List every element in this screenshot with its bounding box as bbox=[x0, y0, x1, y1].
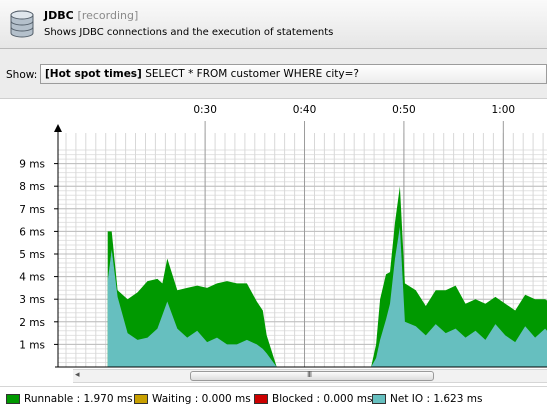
show-label: Show: bbox=[6, 69, 38, 81]
recording-status: [recording] bbox=[77, 9, 139, 22]
scroll-grip-icon: III bbox=[307, 370, 312, 379]
hot-spot-mode: [Hot spot times] bbox=[45, 68, 142, 80]
y-tick-label: 4 ms bbox=[19, 272, 45, 284]
y-tick-label: 6 ms bbox=[19, 226, 45, 238]
legend-waiting: Waiting : 0.000 ms bbox=[134, 393, 251, 405]
show-bar: Show: [Hot spot times] SELECT * FROM cus… bbox=[0, 49, 547, 99]
legend: Runnable : 1.970 ms Waiting : 0.000 ms B… bbox=[0, 386, 547, 418]
x-tick-label: 0:50 bbox=[392, 104, 416, 116]
y-axis-ticks: 1 ms 2 ms 3 ms 4 ms 5 ms 6 ms 7 ms 8 ms 9 ms bbox=[19, 159, 58, 351]
scroll-left-arrow-icon[interactable]: ◂ bbox=[75, 370, 80, 380]
legend-blocked: Blocked : 0.000 ms bbox=[254, 393, 372, 405]
runnable-area bbox=[371, 186, 547, 367]
legend-net-io-swatch bbox=[372, 394, 386, 404]
y-axis-arrow-icon bbox=[54, 124, 62, 132]
legend-runnable-text: Runnable : 1.970 ms bbox=[24, 393, 133, 405]
net-io-area bbox=[107, 249, 277, 367]
y-tick-label: 7 ms bbox=[19, 204, 45, 216]
legend-runnable-swatch bbox=[6, 394, 20, 404]
legend-blocked-text: Blocked : 0.000 ms bbox=[272, 393, 373, 405]
chart-axes bbox=[54, 124, 547, 368]
legend-net-io: Net IO : 1.623 ms bbox=[372, 393, 482, 405]
net-io-area bbox=[371, 226, 547, 367]
y-tick-label: 9 ms bbox=[19, 159, 45, 171]
database-icon bbox=[10, 10, 34, 38]
y-tick-label: 2 ms bbox=[19, 317, 45, 329]
legend-waiting-text: Waiting : 0.000 ms bbox=[152, 393, 251, 405]
y-tick-label: 5 ms bbox=[19, 249, 45, 261]
x-tick-label: 0:40 bbox=[293, 104, 317, 116]
view-description: Shows JDBC connections and the execution… bbox=[44, 27, 334, 38]
legend-net-io-text: Net IO : 1.623 ms bbox=[390, 393, 483, 405]
horizontal-scrollbar[interactable]: ◂ III bbox=[73, 369, 547, 383]
x-tick-label: 1:00 bbox=[492, 104, 516, 116]
y-tick-label: 1 ms bbox=[19, 339, 45, 351]
legend-waiting-swatch bbox=[134, 394, 148, 404]
x-axis-ticks: 0:300:400:501:001: bbox=[193, 104, 516, 116]
telemetry-chart: 1 ms 2 ms 3 ms 4 ms 5 ms 6 ms 7 ms 8 ms 9 ms 0:3… bbox=[19, 104, 547, 368]
scroll-thumb[interactable]: III bbox=[190, 370, 434, 381]
hot-spot-query: SELECT * FROM customer WHERE city=? bbox=[141, 68, 360, 80]
stacked-areas bbox=[107, 186, 547, 367]
view-title: JDBC [recording] bbox=[44, 9, 138, 22]
hot-spot-select[interactable]: [Hot spot times] SELECT * FROM customer … bbox=[40, 64, 547, 84]
y-tick-label: 8 ms bbox=[19, 181, 45, 193]
legend-blocked-swatch bbox=[254, 394, 268, 404]
view-title-text: JDBC bbox=[44, 9, 74, 22]
x-tick-label: 0:30 bbox=[193, 104, 217, 116]
major-gridlines bbox=[58, 121, 547, 367]
view-header: JDBC [recording] Shows JDBC connections … bbox=[0, 0, 547, 49]
runnable-area bbox=[107, 231, 277, 367]
legend-runnable: Runnable : 1.970 ms bbox=[6, 393, 133, 405]
y-tick-label: 3 ms bbox=[19, 294, 45, 306]
